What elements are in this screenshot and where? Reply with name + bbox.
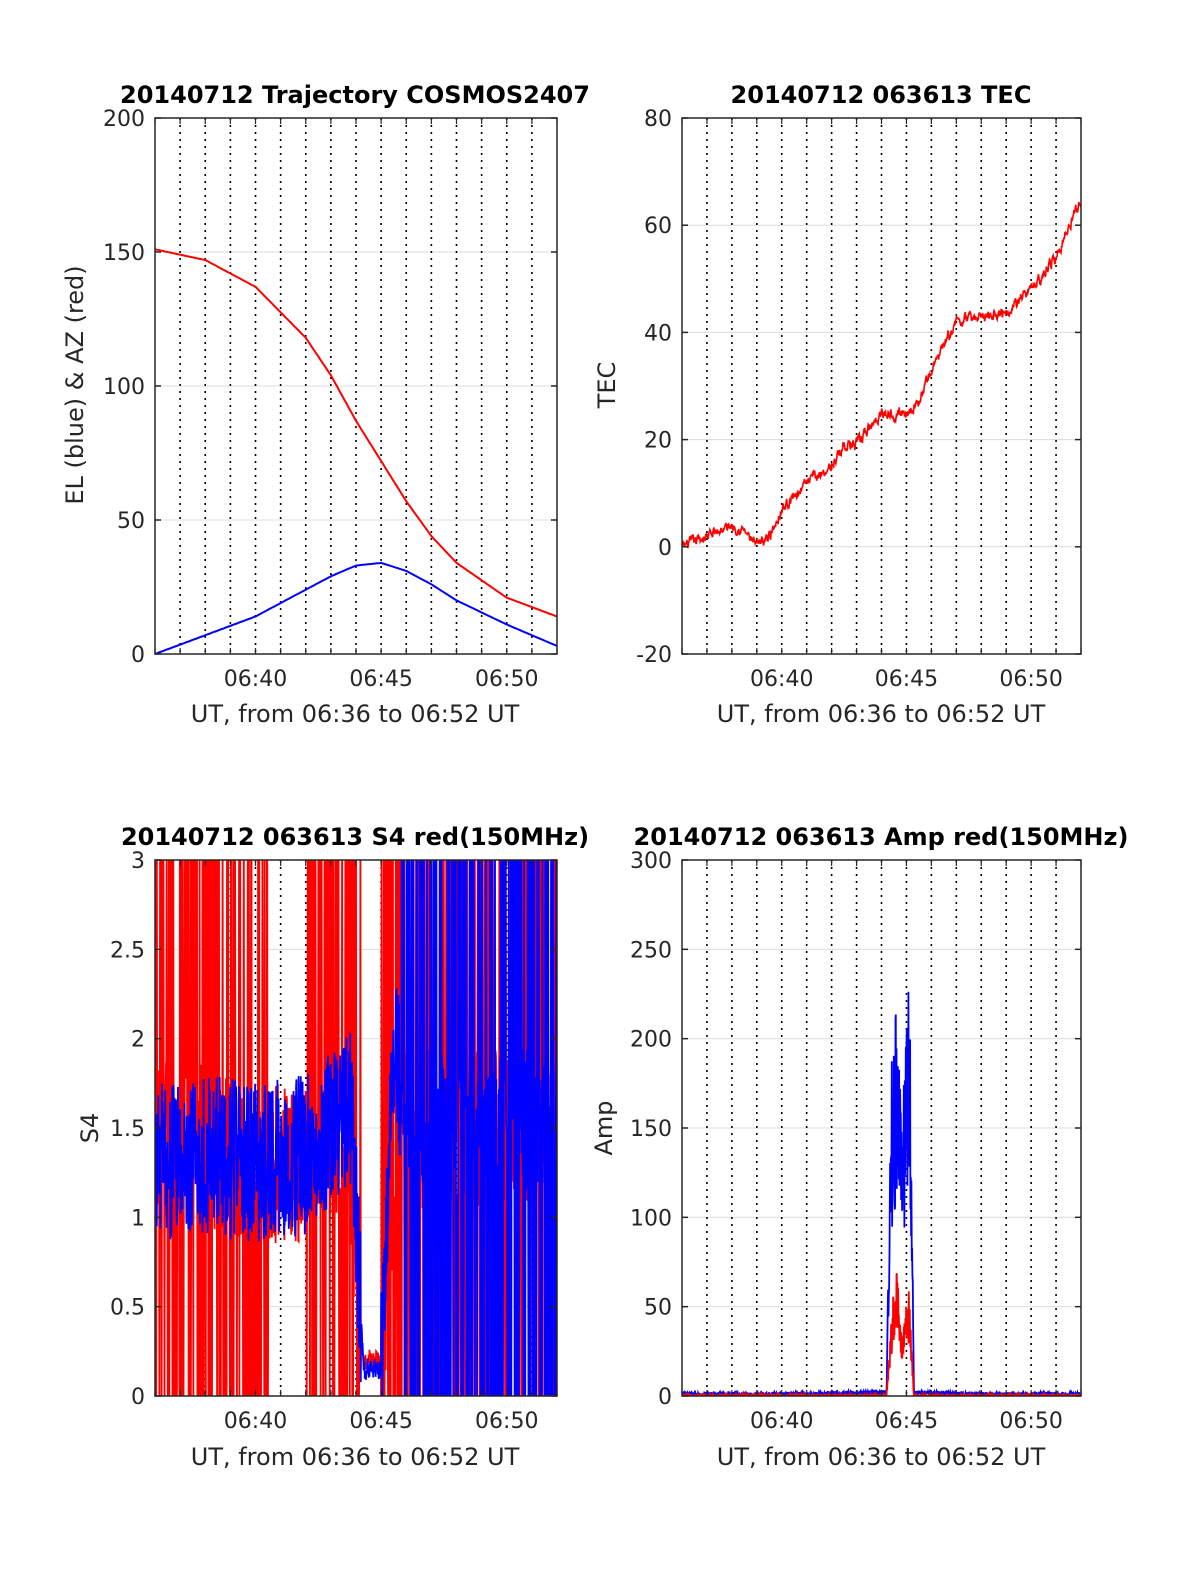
s4-y-axis-label: S4 [76,1113,104,1144]
s4-y-tick-label: 1 [131,1206,145,1231]
trajectory-x-tick-label: 06:45 [349,667,412,692]
trajectory-y-tick-label: 50 [117,509,145,534]
tec-series-group [682,201,1081,549]
trajectory-x-axis-label: UT, from 06:36 to 06:52 UT [191,700,520,728]
amp-y-tick-label: 150 [630,1117,672,1142]
amp-y-axis-label: Amp [590,1100,618,1155]
s4-x-tick-label: 06:45 [349,1409,412,1434]
s4-y-tick-label: 0 [131,1385,145,1410]
trajectory-title: 20140712 Trajectory COSMOS2407 [120,81,590,109]
amp-title: 20140712 063613 Amp red(150MHz) [634,823,1129,851]
s4-x-axis-label: UT, from 06:36 to 06:52 UT [191,1443,520,1471]
s4-title: 20140712 063613 S4 red(150MHz) [121,823,589,851]
amp-x-tick-label: 06:50 [999,1409,1062,1434]
amp-y-tick-label: 50 [644,1296,672,1321]
trajectory-y-axis-label: EL (blue) & AZ (red) [61,265,89,504]
s4-y-tick-label: 2 [131,1028,145,1053]
amp-panel: 20140712 063613 Amp red(150MHz) UT, from… [590,823,1128,1471]
tec-y-tick-label: 20 [644,429,672,454]
tec-panel: 20140712 063613 TEC UT, from 06:36 to 06… [593,81,1082,728]
tec-x-tick-label: 06:40 [750,667,813,692]
tec-y-tick-label: 40 [644,321,672,346]
amp-x-tick-label: 06:40 [750,1409,813,1434]
s4-x-tick-label: 06:40 [224,1409,287,1434]
s4-y-tick-label: 1.5 [110,1117,145,1142]
trajectory-panel: 20140712 Trajectory COSMOS2407 UT, from … [61,81,590,728]
s4-series-group [155,860,557,1396]
amp-x-tick-label: 06:45 [875,1409,938,1434]
trajectory-x-tick-label: 06:40 [224,667,287,692]
tec-y-tick-label: 0 [658,536,672,561]
trajectory-x-tick-label: 06:50 [475,667,538,692]
tec-series-line-red [682,201,1081,549]
trajectory-series-line-blue [155,561,557,654]
s4-x-tick-label: 06:50 [475,1409,538,1434]
s4-y-tick-label: 0.5 [110,1296,145,1321]
s4-y-tick-label: 2.5 [110,938,145,963]
tec-y-tick-label: -20 [636,643,672,668]
amp-x-axis-label: UT, from 06:36 to 06:52 UT [717,1443,1046,1471]
trajectory-y-tick-label: 100 [103,375,145,400]
tec-x-tick-label: 06:50 [999,667,1062,692]
tec-x-axis-label: UT, from 06:36 to 06:52 UT [717,700,1046,728]
s4-y-tick-label: 3 [131,849,145,874]
trajectory-y-tick-label: 0 [131,643,145,668]
s4-series-line-blue [155,860,557,1396]
amp-y-tick-label: 200 [630,1028,672,1053]
amp-y-tick-label: 300 [630,849,672,874]
tec-y-tick-label: 80 [644,107,672,132]
amp-y-tick-label: 0 [658,1385,672,1410]
trajectory-y-tick-label: 150 [103,241,145,266]
tec-y-tick-label: 60 [644,214,672,239]
amp-y-tick-label: 100 [630,1206,672,1231]
s4-panel: 20140712 063613 S4 red(150MHz) UT, from … [76,823,589,1471]
tec-x-tick-label: 06:45 [875,667,938,692]
trajectory-series-line-red [155,248,557,618]
trajectory-y-tick-label: 200 [103,107,145,132]
tec-y-axis-label: TEC [593,362,621,410]
trajectory-series-group [155,248,557,654]
amp-y-tick-label: 250 [630,938,672,963]
tec-title: 20140712 063613 TEC [731,81,1032,109]
